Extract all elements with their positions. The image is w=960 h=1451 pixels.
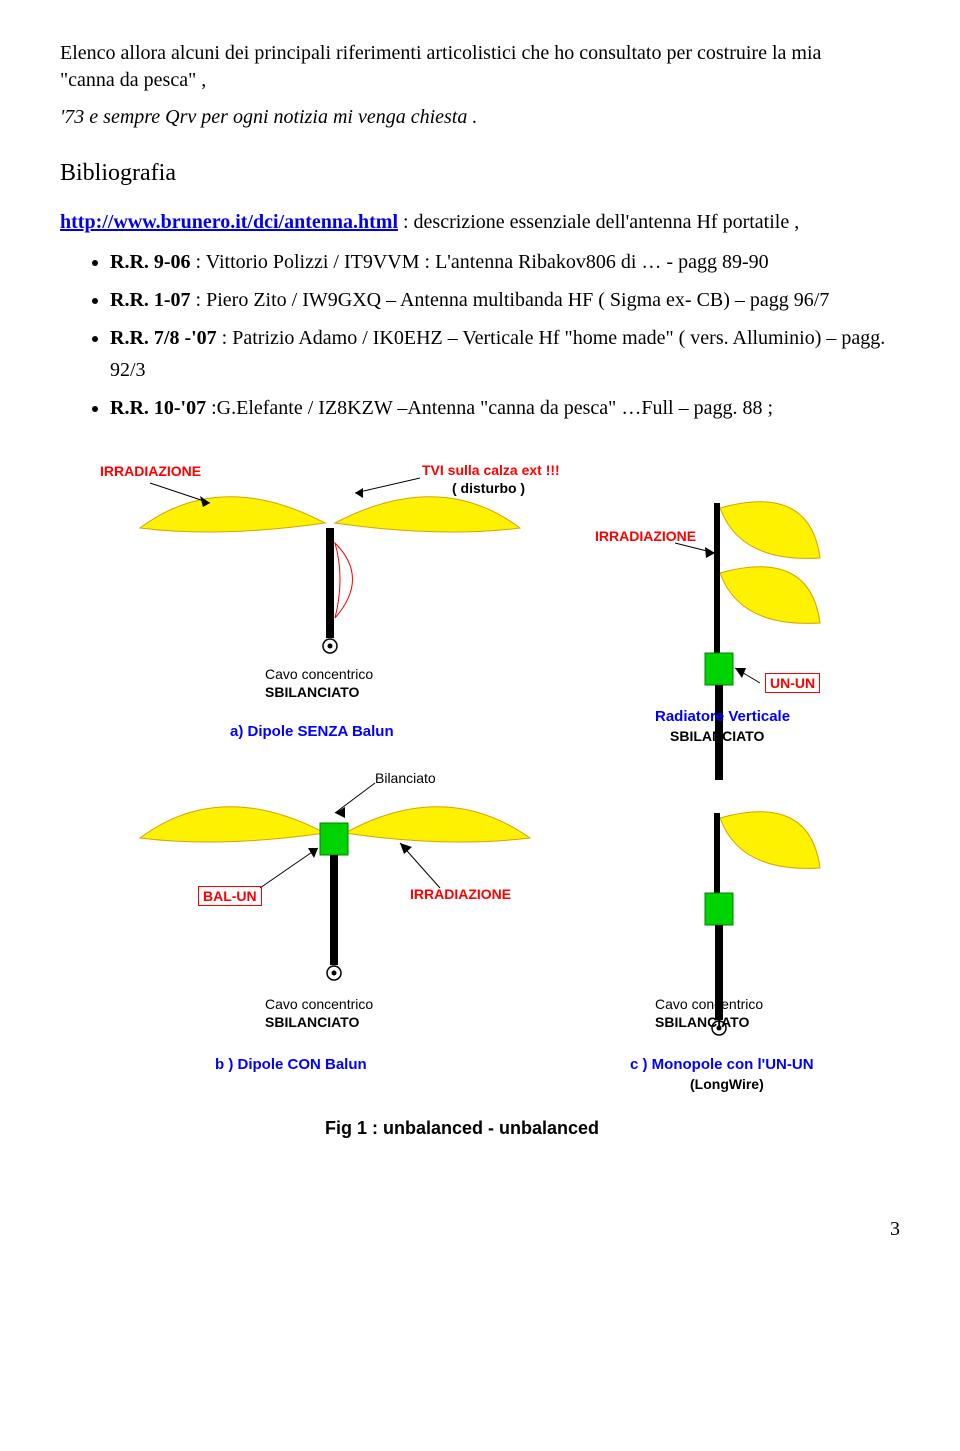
biblio-rest: : Patrizio Adamo / IK0EHZ – Verticale Hf… (110, 327, 885, 381)
intro-line-1: Elenco allora alcuni dei principali rife… (60, 40, 900, 94)
biblio-rest: :G.Elefante / IZ8KZW –Antenna "canna da … (206, 397, 773, 419)
label-cavo-1: Cavo concentrico (265, 666, 373, 682)
page-number: 3 (0, 1198, 960, 1261)
label-tvi-line2: ( disturbo ) (452, 480, 525, 496)
bibliography-title: Bibliografia (60, 157, 900, 189)
label-c-sub: (LongWire) (690, 1076, 764, 1092)
list-item: R.R. 10-'07 :G.Elefante / IZ8KZW –Antenn… (110, 392, 900, 424)
label-irradiazione-3: IRRADIAZIONE (410, 886, 511, 902)
label-tvi-line1: TVI sulla calza ext !!! (422, 462, 560, 478)
label-irradiazione-2: IRRADIAZIONE (595, 528, 696, 544)
label-cavo-3: Cavo concentrico (655, 996, 763, 1012)
label-rv-sub: SBILANCIATO (670, 728, 764, 744)
label-a-title: a) Dipole SENZA Balun (230, 723, 394, 740)
link-line: http://www.brunero.it/dci/antenna.html :… (60, 209, 900, 236)
label-b-title: b ) Dipole CON Balun (215, 1056, 367, 1073)
biblio-lead: R.R. 10-'07 (110, 397, 206, 419)
label-c-title: c ) Monopole con l'UN-UN (630, 1056, 814, 1073)
biblio-link[interactable]: http://www.brunero.it/dci/antenna.html (60, 211, 398, 233)
biblio-rest: : Piero Zito / IW9GXQ – Antenna multiban… (191, 289, 830, 311)
list-item: R.R. 7/8 -'07 : Patrizio Adamo / IK0EHZ … (110, 322, 900, 386)
link-after: : descrizione essenziale dell'antenna Hf… (398, 211, 799, 233)
label-sbil-1: SBILANCIATO (265, 684, 359, 700)
label-unun: UN-UN (765, 673, 820, 693)
biblio-lead: R.R. 1-07 (110, 289, 191, 311)
biblio-rest: : Vittorio Polizzi / IT9VVM : L'antenna … (191, 251, 769, 273)
label-cavo-2: Cavo concentrico (265, 996, 373, 1012)
biblio-lead: R.R. 9-06 (110, 251, 191, 273)
intro-line-2: '73 e sempre Qrv per ogni notizia mi ven… (60, 104, 900, 131)
label-balun: BAL-UN (198, 886, 262, 906)
label-rv-title: Radiatore Verticale (655, 708, 790, 725)
biblio-lead: R.R. 7/8 -'07 (110, 327, 217, 349)
intro-text-1a: Elenco allora alcuni dei principali rife… (60, 42, 821, 64)
list-item: R.R. 9-06 : Vittorio Polizzi / IT9VVM : … (110, 246, 900, 278)
biblio-list: R.R. 9-06 : Vittorio Polizzi / IT9VVM : … (60, 246, 900, 424)
label-sbil-3: SBILANCIATO (655, 1014, 749, 1030)
label-sbil-2: SBILANCIATO (265, 1014, 359, 1030)
list-item: R.R. 1-07 : Piero Zito / IW9GXQ – Antenn… (110, 284, 900, 316)
label-bilanciato: Bilanciato (375, 770, 436, 786)
figure-caption: Fig 1 : unbalanced - unbalanced (325, 1118, 599, 1139)
intro-text-1b: "canna da pesca" , (60, 69, 206, 91)
figure-1: IRRADIAZIONE TVI sulla calza ext !!! ( d… (100, 448, 860, 1168)
label-irradiazione-1: IRRADIAZIONE (100, 463, 201, 479)
